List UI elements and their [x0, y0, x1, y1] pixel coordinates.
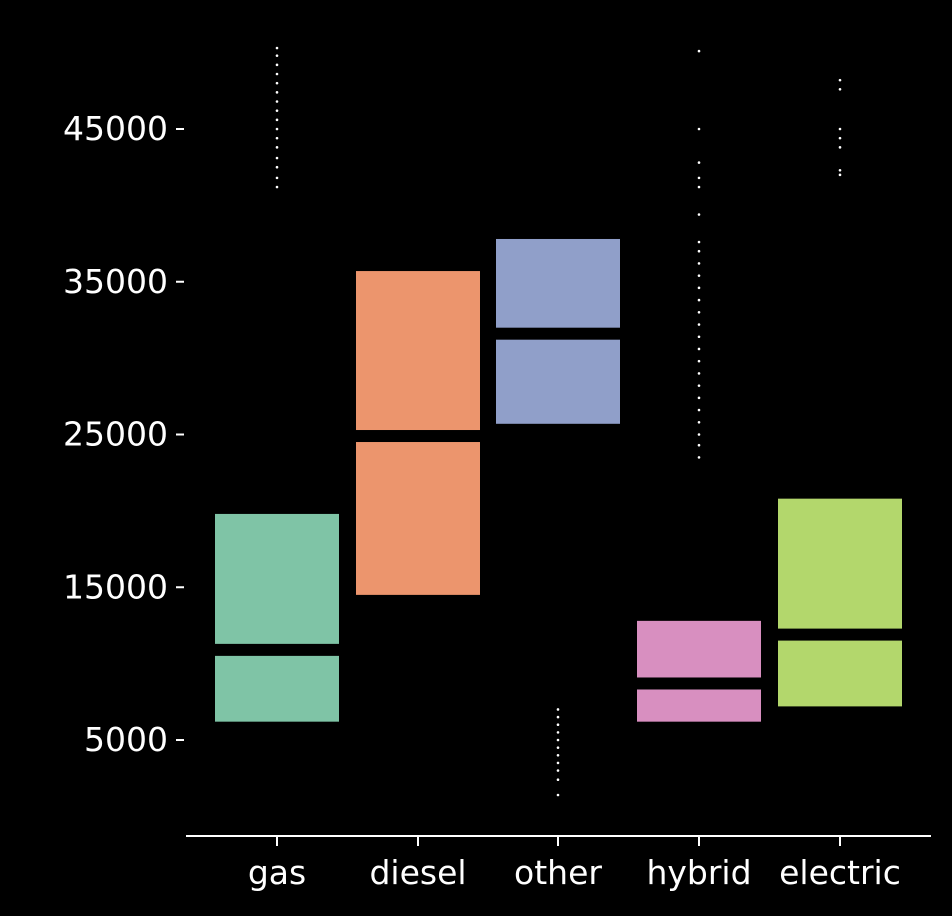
outlier-point-electric — [838, 78, 842, 82]
box-upper-diesel — [356, 271, 480, 431]
outlier-point-hybrid — [697, 396, 701, 400]
outlier-point-hybrid — [697, 384, 701, 387]
outlier-point-electric — [838, 136, 842, 140]
outlier-point-other — [556, 738, 560, 742]
x-category-label: other — [514, 853, 602, 892]
box-lower-diesel — [356, 442, 480, 595]
outlier-point-other — [556, 778, 560, 782]
box-upper-gas — [215, 513, 339, 644]
outlier-point-hybrid — [697, 274, 701, 277]
outlier-point-hybrid — [697, 311, 701, 314]
outlier-point-hybrid — [697, 262, 701, 265]
outlier-point-electric — [838, 173, 842, 177]
outlier-point-electric — [838, 146, 842, 149]
outlier-point-other — [556, 761, 560, 765]
x-category-label: hybrid — [646, 853, 751, 892]
outlier-point-hybrid — [697, 420, 701, 424]
outlier-point-hybrid — [697, 443, 701, 447]
y-tick-label: 25000 — [63, 415, 168, 454]
y-axis: 5000 15000 25000 35000 45000 — [63, 109, 184, 759]
outlier-point-hybrid — [697, 456, 701, 459]
outlier-point-hybrid — [697, 161, 701, 164]
boxes-layer — [215, 238, 902, 722]
outlier-point-hybrid — [697, 176, 701, 180]
outlier-point-electric — [838, 127, 842, 131]
outlier-point-electric — [838, 87, 842, 91]
outlier-point-gas — [275, 136, 279, 140]
outlier-point-hybrid — [697, 359, 701, 363]
outlier-point-gas — [275, 156, 279, 160]
box-lower-other — [496, 339, 620, 424]
outlier-point-hybrid — [697, 185, 701, 189]
y-tick-label: 5000 — [84, 720, 168, 759]
outlier-point-gas — [275, 54, 279, 57]
outlier-point-electric — [838, 168, 842, 172]
x-category-label: electric — [779, 853, 901, 892]
y-tick-label: 15000 — [63, 567, 168, 606]
outlier-point-gas — [275, 127, 279, 131]
y-tick-label: 45000 — [63, 109, 168, 148]
outlier-point-hybrid — [697, 323, 701, 326]
box-lower-hybrid — [637, 689, 761, 722]
outlier-point-hybrid — [697, 408, 701, 412]
outlier-point-other — [556, 769, 560, 772]
outlier-point-gas — [275, 109, 279, 112]
outlier-point-other — [556, 715, 560, 719]
outlier-point-gas — [275, 146, 279, 149]
outlier-point-hybrid — [697, 286, 701, 290]
box-upper-electric — [778, 498, 902, 629]
box-lower-gas — [215, 655, 339, 722]
outlier-point-hybrid — [697, 127, 701, 131]
outlier-point-gas — [275, 72, 279, 76]
outlier-point-other — [556, 793, 560, 797]
outlier-point-hybrid — [697, 298, 701, 302]
outlier-point-hybrid — [697, 49, 701, 53]
box-upper-other — [496, 238, 620, 328]
outlier-point-hybrid — [697, 213, 701, 216]
outlier-point-hybrid — [697, 347, 701, 351]
outlier-point-gas — [275, 91, 279, 94]
x-axis: gas diesel other hybrid electric — [248, 837, 901, 892]
outlier-point-other — [556, 708, 560, 711]
outlier-point-gas — [275, 185, 279, 189]
outlier-point-hybrid — [697, 372, 701, 375]
outlier-point-gas — [275, 165, 279, 169]
box-upper-hybrid — [637, 620, 761, 678]
outlier-point-hybrid — [697, 335, 701, 339]
outliers-layer — [275, 46, 842, 797]
x-category-label: gas — [248, 853, 306, 892]
box-lower-electric — [778, 640, 902, 707]
outlier-point-hybrid — [697, 240, 701, 244]
outlier-point-other — [556, 746, 560, 749]
outlier-point-other — [556, 753, 560, 757]
outlier-point-gas — [275, 46, 279, 50]
x-category-label: diesel — [369, 853, 466, 892]
outlier-point-hybrid — [697, 249, 701, 253]
outlier-point-gas — [275, 63, 279, 67]
outlier-point-gas — [275, 176, 279, 180]
outlier-point-gas — [275, 118, 279, 122]
y-tick-label: 35000 — [63, 262, 168, 301]
outlier-point-gas — [275, 81, 279, 85]
outlier-point-hybrid — [697, 433, 701, 436]
outlier-point-gas — [275, 100, 279, 103]
outlier-point-other — [556, 731, 560, 734]
outlier-point-other — [556, 723, 560, 727]
